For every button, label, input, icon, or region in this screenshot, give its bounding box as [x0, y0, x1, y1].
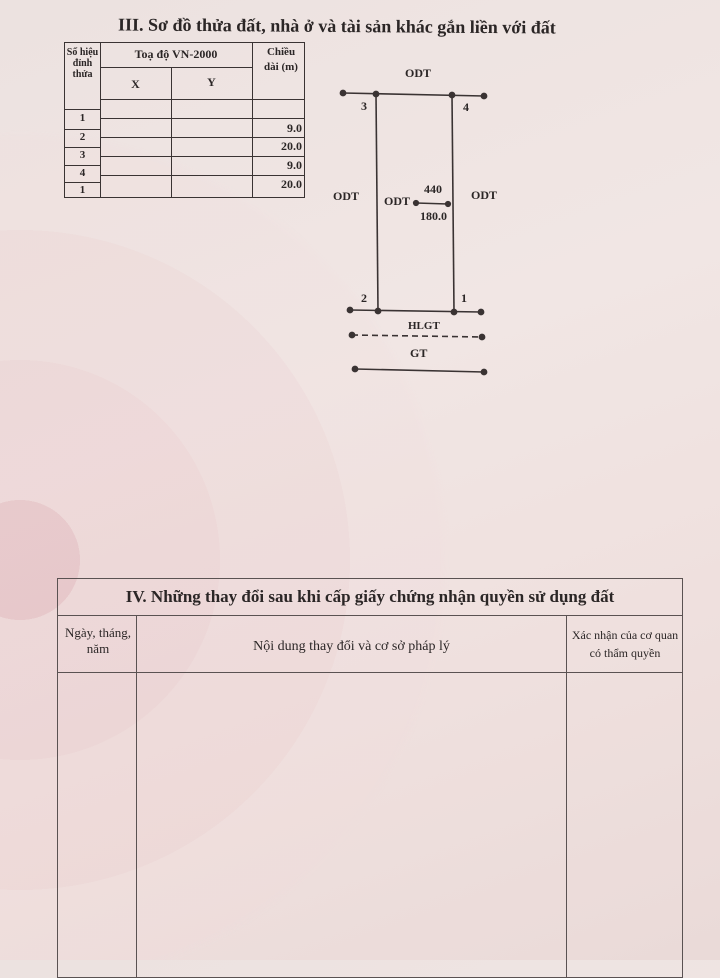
- header-point: Số hiệu đỉnh thửa: [66, 47, 99, 80]
- point-label: 1: [79, 184, 86, 196]
- section4-title: IV. Những thay đổi sau khi cấp giấy chứn…: [125, 587, 615, 606]
- length-value: 20.0: [281, 177, 302, 191]
- vertex-3: 3: [361, 99, 367, 113]
- right-boundary: [451, 94, 455, 313]
- parcel-diagram: [339, 89, 488, 376]
- header-y: Y: [207, 75, 216, 89]
- road-label: GT: [410, 346, 428, 360]
- header-content: Nội dung thay đổi và cơ sở pháp lý: [253, 639, 450, 654]
- hlgt-label: HLGT: [408, 320, 440, 332]
- header-length: Chiều dài (m): [264, 46, 298, 73]
- length-value: 20.0: [281, 139, 302, 153]
- vertex-2: 2: [361, 291, 367, 305]
- coordinates-table: Số hiệu đỉnh thửa Toạ độ VN-2000 X Y Chi…: [64, 42, 305, 198]
- bottom-boundary: [349, 309, 482, 313]
- road-line: [354, 368, 485, 373]
- header-date: Ngày, tháng, năm: [65, 625, 131, 656]
- left-boundary: [375, 93, 379, 312]
- land-type-label: ODT: [384, 194, 411, 208]
- right-neighbor-label: ODT: [471, 188, 498, 202]
- parcel-area: 180.0: [420, 209, 447, 223]
- hlgt-line: [351, 334, 483, 338]
- left-neighbor-label: ODT: [333, 189, 360, 203]
- header-confirm: Xác nhận của cơ quan có thẩm quyền: [571, 628, 679, 660]
- vertex-1: 1: [461, 291, 467, 305]
- length-value: 9.0: [287, 158, 302, 172]
- parcel-label-leader: [415, 202, 449, 205]
- top-neighbor-label: ODT: [405, 66, 432, 80]
- header-coords: Toạ độ VN-2000: [134, 47, 218, 61]
- point-label: 3: [79, 149, 86, 161]
- vertex-4: 4: [463, 100, 469, 114]
- header-x: X: [131, 77, 140, 91]
- point-label: 1: [79, 112, 86, 124]
- point-label: 2: [79, 131, 86, 143]
- changes-table: IV. Những thay đổi sau khi cấp giấy chứn…: [57, 578, 683, 978]
- parcel-number: 440: [424, 182, 442, 196]
- point-label: 4: [79, 167, 86, 179]
- length-value: 9.0: [287, 121, 302, 135]
- top-boundary: [342, 92, 485, 97]
